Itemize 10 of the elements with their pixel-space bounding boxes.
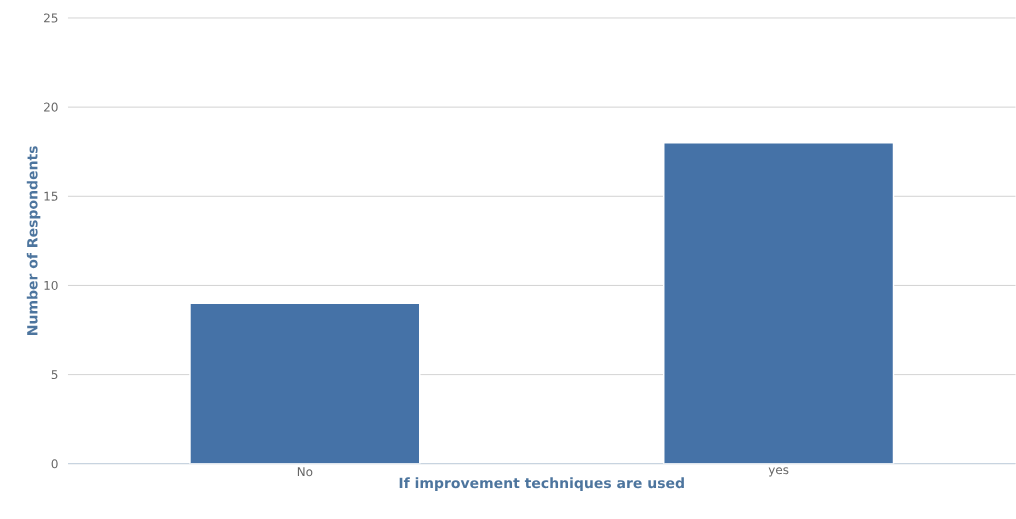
y-axis-title: Number of Respondents (26, 146, 41, 336)
x-axis-title: If improvement techniques are used (399, 477, 684, 492)
y-tick-label: 15 (44, 191, 58, 201)
x-tick-label: yes (768, 467, 789, 477)
y-tick-label: 25 (44, 13, 58, 23)
y-tick-label: 0 (51, 459, 58, 469)
y-tick-label: 10 (44, 281, 58, 291)
y-tick-label: 5 (51, 370, 58, 380)
y-tick-label: 20 (44, 102, 58, 112)
x-tick-label: No (297, 467, 313, 477)
